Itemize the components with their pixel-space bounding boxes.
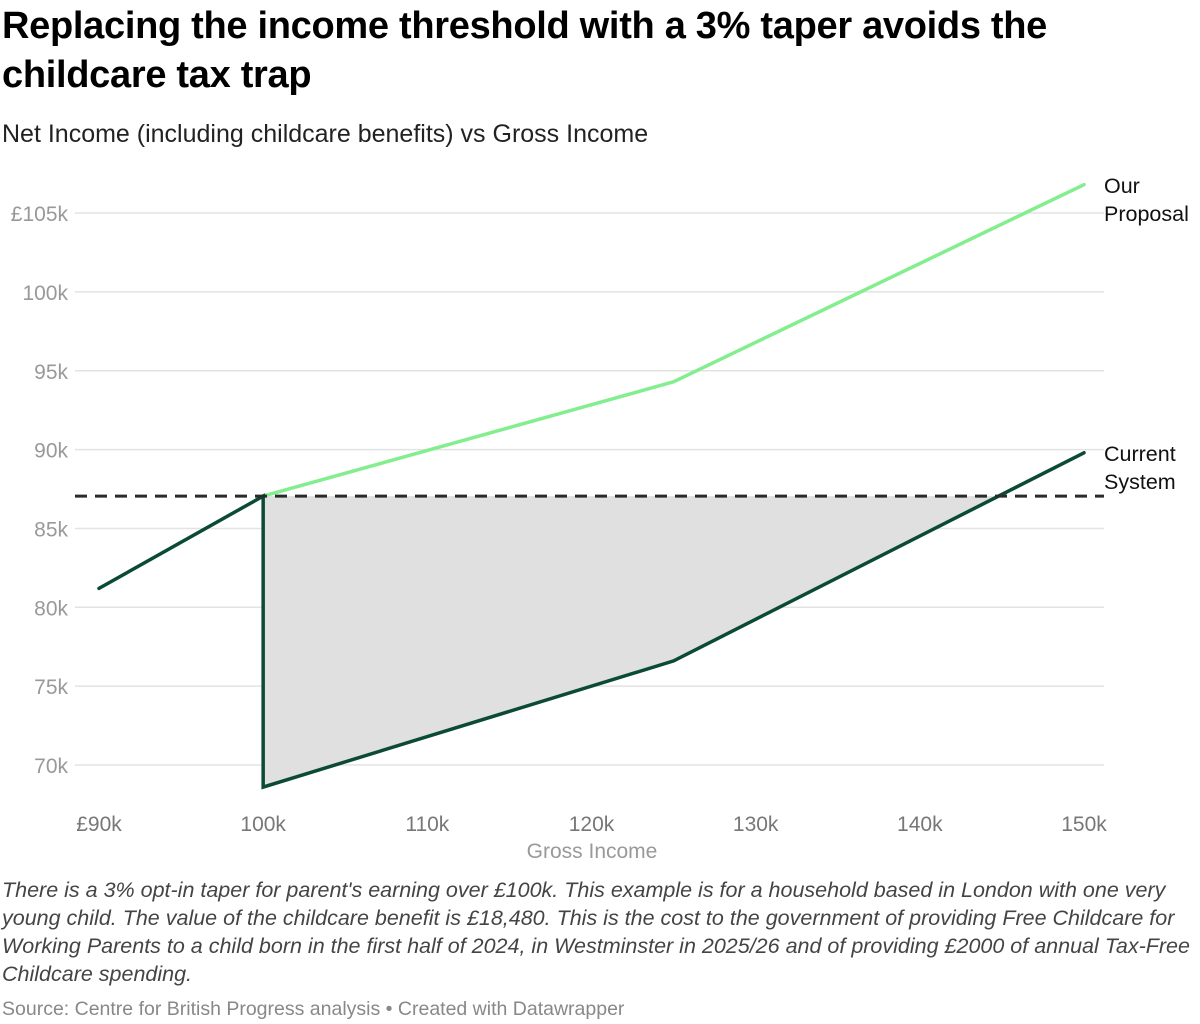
x-tick-label: £90k bbox=[76, 813, 122, 836]
y-tick-label: 100k bbox=[22, 282, 68, 305]
y-tick-label: 95k bbox=[34, 361, 68, 384]
series-label-our-proposal: Our bbox=[1104, 174, 1140, 198]
shaded-gap-area bbox=[263, 496, 999, 788]
x-tick-label: 140k bbox=[897, 813, 943, 836]
series-label-current-system: System bbox=[1104, 470, 1176, 494]
x-tick-label: 100k bbox=[240, 813, 286, 836]
series-label-our-proposal: Proposal bbox=[1104, 202, 1189, 226]
line-chart: 70k 75k 80k 85k 90k 95k 100k £105k £90k 100k 110k 1… bbox=[11, 174, 1189, 863]
x-tick-label: 110k bbox=[405, 813, 449, 836]
series-line-current-system bbox=[97, 451, 1086, 790]
source-line: Source: Centre for British Progress anal… bbox=[2, 998, 625, 1020]
chart-note: There is a 3% opt-in taper for parent's … bbox=[2, 878, 1190, 986]
y-tick-label: £105k bbox=[11, 203, 69, 226]
chart-title: Replacing the income threshold with a 3%… bbox=[2, 5, 1048, 96]
y-tick-label: 85k bbox=[34, 518, 68, 541]
y-tick-label: 80k bbox=[34, 597, 68, 620]
y-tick-label: 70k bbox=[34, 755, 68, 778]
x-tick-label: 130k bbox=[733, 813, 779, 836]
x-tick-label: 150k bbox=[1061, 813, 1107, 836]
series-line-our-proposal bbox=[261, 182, 1086, 498]
x-axis-label: Gross Income bbox=[527, 840, 658, 863]
x-tick-label: 120k bbox=[569, 813, 615, 836]
chart-subtitle: Net Income (including childcare benefits… bbox=[2, 120, 649, 148]
y-tick-label: 90k bbox=[34, 440, 68, 463]
series-label-current-system: Current bbox=[1104, 442, 1176, 466]
y-tick-label: 75k bbox=[34, 676, 68, 699]
